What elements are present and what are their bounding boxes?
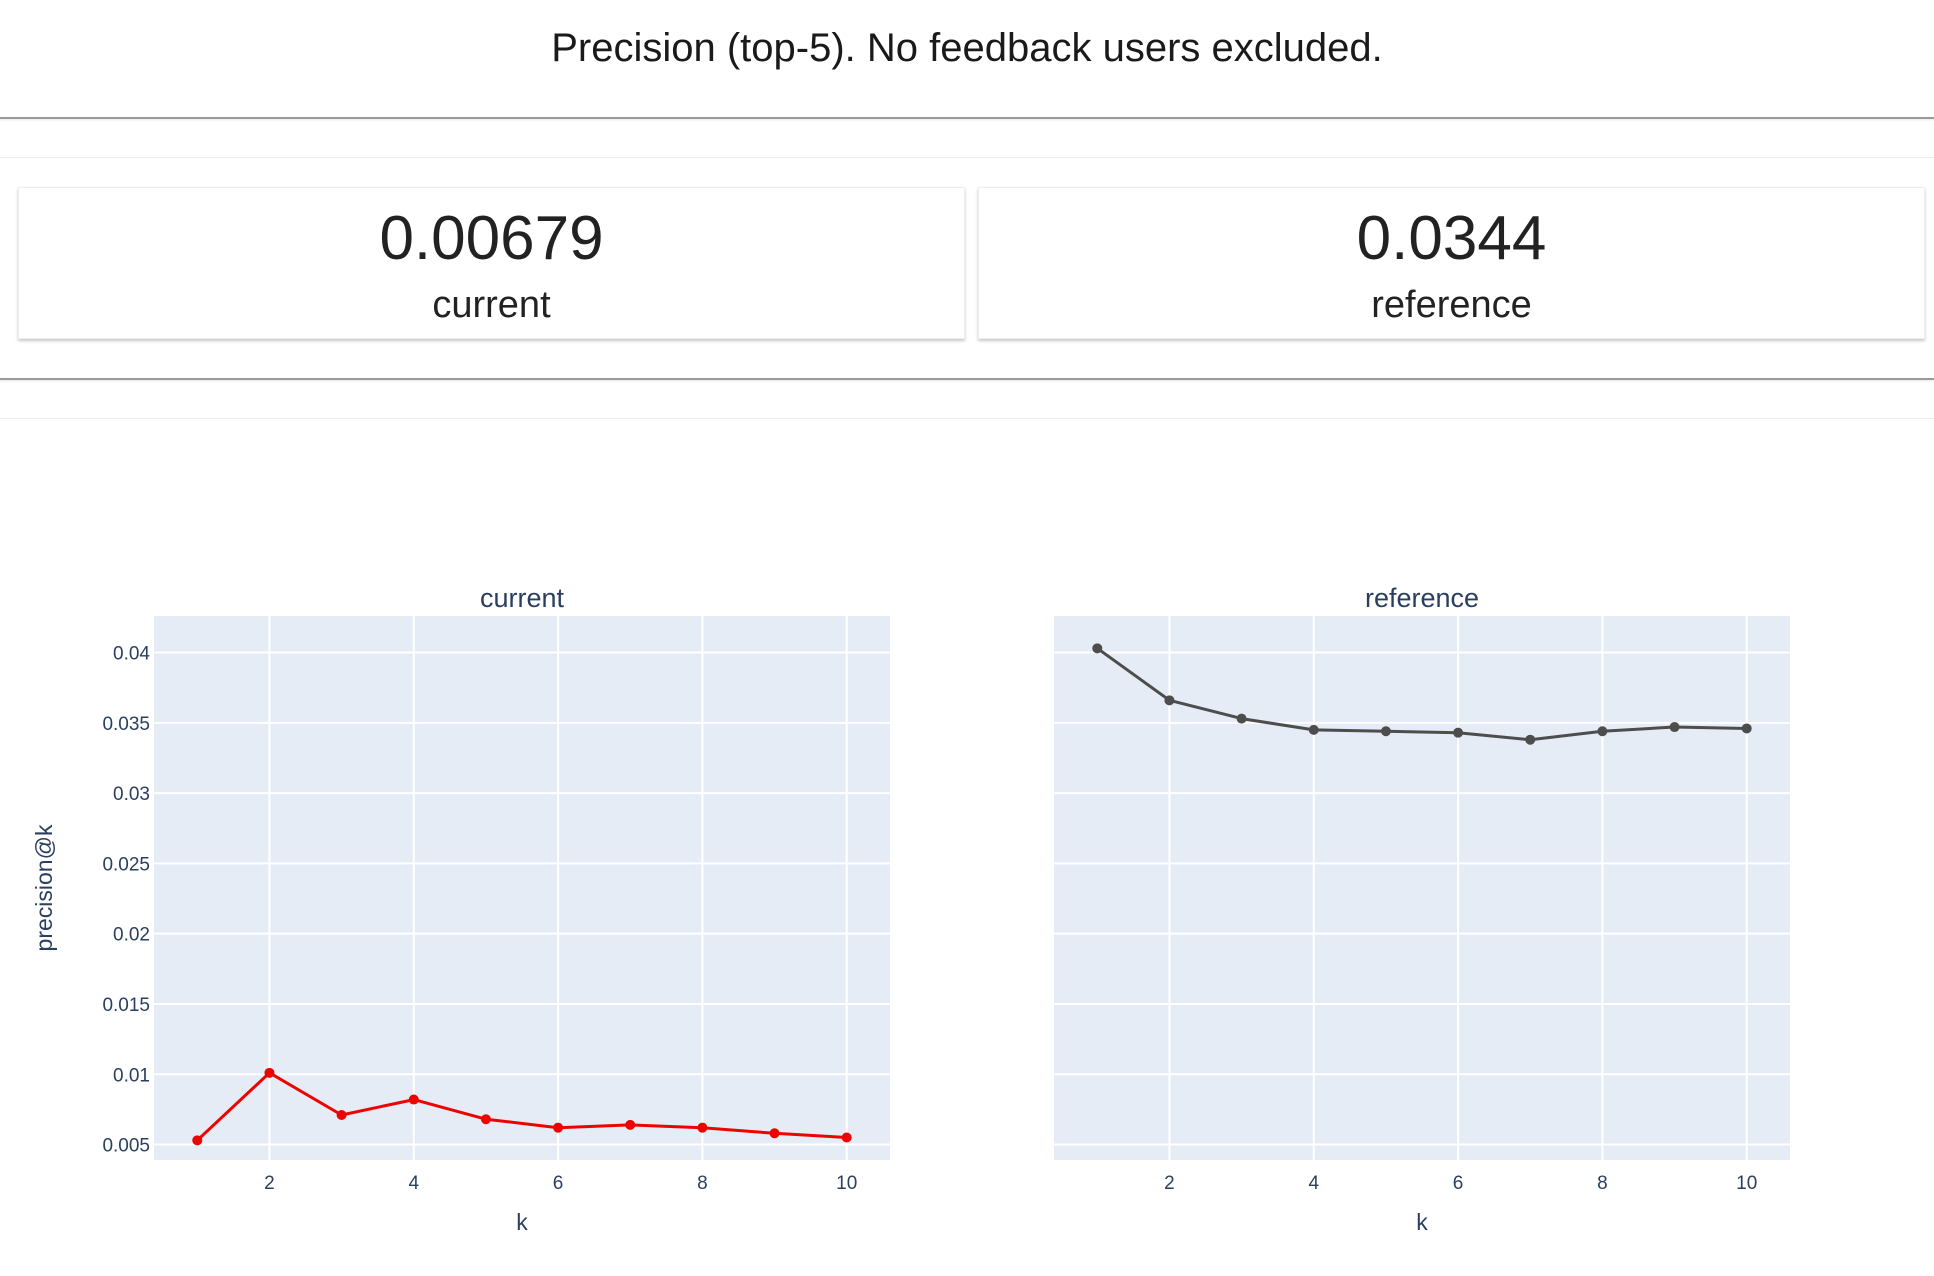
data-point <box>1525 734 1536 745</box>
series-line <box>1096 647 1747 742</box>
data-point <box>1164 695 1175 706</box>
section-divider <box>0 157 1934 158</box>
y-tick-label: 0.025 <box>102 854 150 875</box>
data-point <box>841 1132 852 1143</box>
y-tick-label: 0.005 <box>102 1136 150 1157</box>
reference-counter-card: 0.0344 reference <box>978 187 1925 339</box>
x-tick-label: 4 <box>408 1173 419 1194</box>
section-divider <box>0 418 1934 419</box>
section-divider <box>0 378 1934 380</box>
data-point <box>336 1110 347 1121</box>
x-tick-label: 8 <box>1597 1173 1608 1194</box>
y-axis-label: precision@k <box>31 824 57 951</box>
data-point <box>408 1094 419 1105</box>
section-divider <box>0 117 1934 119</box>
y-tick-label: 0.035 <box>102 714 150 735</box>
data-point <box>697 1122 708 1133</box>
y-tick-label: 0.04 <box>113 644 150 665</box>
data-point <box>1236 713 1247 724</box>
plot-area <box>154 616 890 1160</box>
current-counter-label: current <box>432 284 551 326</box>
y-tick-label: 0.02 <box>113 925 150 946</box>
series-line <box>196 1071 847 1142</box>
data-point <box>769 1128 780 1139</box>
x-axis-label: k <box>1416 1209 1428 1235</box>
reference-counter-label: reference <box>1371 284 1532 326</box>
data-point <box>1380 726 1391 737</box>
data-point <box>1308 724 1319 735</box>
data-point <box>480 1114 491 1125</box>
reference-counter-value: 0.0344 <box>1356 204 1547 273</box>
data-point <box>1597 726 1608 737</box>
x-tick-label: 6 <box>1453 1173 1464 1194</box>
x-tick-label: 2 <box>1164 1173 1175 1194</box>
chart-panel-current: 2 4 6 8 10 0.005 0.01 0.015 0.02 0.025 0.03 0.035 0.… <box>31 583 890 1235</box>
x-tick-label: 2 <box>264 1173 275 1194</box>
x-tick-label: 10 <box>836 1173 857 1194</box>
data-point <box>1453 727 1464 738</box>
data-point <box>1669 722 1680 733</box>
x-tick-label: 8 <box>697 1173 708 1194</box>
plot-area <box>1054 616 1790 1160</box>
subplot-title: reference <box>1365 583 1479 613</box>
data-point <box>264 1067 275 1078</box>
data-point <box>192 1135 203 1146</box>
subplot-title: current <box>480 583 565 613</box>
data-point <box>625 1119 636 1130</box>
precision-at-k-chart: 2 4 6 8 10 0.005 0.01 0.015 0.02 0.025 0.03 0.035 0.… <box>31 583 1790 1235</box>
y-tick-label: 0.03 <box>113 784 150 805</box>
chart-panel-reference: 2 4 6 8 10 reference k <box>1054 583 1790 1235</box>
x-tick-label: 6 <box>553 1173 564 1194</box>
page-title: Precision (top-5). No feedback users exc… <box>551 25 1383 70</box>
y-tick-label: 0.015 <box>102 995 150 1016</box>
data-point <box>553 1122 564 1133</box>
y-tick-label: 0.01 <box>113 1065 150 1086</box>
current-counter-card: 0.00679 current <box>18 187 965 339</box>
data-point <box>1741 723 1752 734</box>
x-tick-label: 10 <box>1736 1173 1757 1194</box>
data-point <box>1092 643 1103 654</box>
x-tick-label: 4 <box>1308 1173 1319 1194</box>
current-counter-value: 0.00679 <box>379 204 604 273</box>
x-axis-label: k <box>516 1209 528 1235</box>
